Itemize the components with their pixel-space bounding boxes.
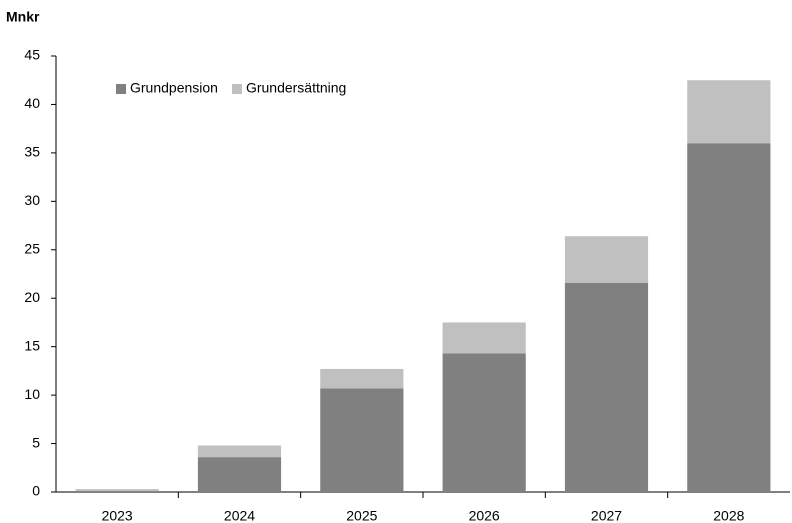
y-tick-label: 0 [32, 483, 40, 499]
y-axis-label: Mnkr [6, 9, 40, 25]
x-tick-label: 2028 [713, 508, 744, 523]
y-tick-label: 10 [24, 386, 40, 402]
bar-segment [564, 236, 649, 283]
bar-segment [442, 322, 526, 354]
y-tick-label: 25 [24, 240, 40, 256]
bar-segment [75, 491, 159, 492]
y-tick-label: 5 [32, 434, 40, 450]
y-tick-label: 45 [24, 47, 40, 63]
y-tick-label: 40 [24, 95, 40, 111]
bar-segment [687, 80, 771, 144]
legend-label: Grundpension [130, 80, 218, 96]
legend-swatch [231, 84, 242, 94]
y-tick-label: 35 [24, 144, 40, 160]
y-tick-label: 20 [24, 289, 40, 305]
bar-segment [197, 457, 282, 492]
x-tick-label: 2027 [591, 508, 622, 523]
y-tick-label: 30 [24, 192, 40, 208]
legend-swatch [116, 84, 126, 94]
y-tick-label: 15 [24, 337, 40, 353]
bar-segment [564, 282, 649, 492]
bar-segment [687, 143, 771, 492]
bar-segment [320, 388, 404, 492]
bar-segment [442, 353, 526, 492]
x-tick-label: 2023 [102, 508, 133, 523]
legend-label: Grundersättning [246, 80, 346, 96]
bar-segment [320, 368, 404, 389]
x-tick-label: 2024 [224, 508, 255, 523]
bar-segment [75, 489, 159, 492]
x-tick-label: 2026 [469, 508, 500, 523]
x-tick-label: 2025 [346, 508, 377, 523]
bar-segment [197, 445, 282, 458]
